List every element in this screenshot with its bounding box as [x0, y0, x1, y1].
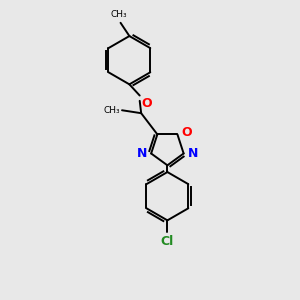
Text: N: N	[188, 147, 198, 160]
Text: CH₃: CH₃	[111, 10, 128, 19]
Text: Cl: Cl	[161, 235, 174, 248]
Text: CH₃: CH₃	[104, 106, 121, 115]
Text: N: N	[137, 147, 147, 160]
Text: O: O	[141, 97, 152, 110]
Text: O: O	[182, 126, 192, 140]
